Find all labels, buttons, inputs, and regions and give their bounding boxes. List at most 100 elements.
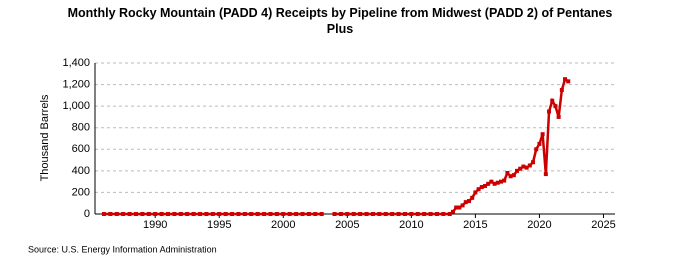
point [198, 212, 203, 216]
point [499, 179, 504, 184]
chart-title: Monthly Rocky Mountain (PADD 4) Receipts… [67, 6, 613, 36]
y-tick-label: 0 [84, 208, 90, 220]
point [101, 212, 106, 216]
point [230, 212, 235, 216]
point [505, 171, 510, 176]
point [483, 183, 487, 188]
point [172, 212, 177, 216]
point [502, 178, 507, 183]
point [524, 165, 529, 170]
point [313, 212, 318, 216]
point [217, 212, 222, 216]
x-tick-label: 2000 [271, 219, 295, 231]
point [114, 212, 119, 216]
point [210, 212, 215, 216]
point [563, 77, 568, 82]
point [486, 181, 491, 186]
point [511, 173, 516, 178]
x-tick-label: 1995 [207, 219, 231, 231]
point [492, 181, 497, 186]
point [450, 209, 455, 214]
x-tick-label: 2015 [463, 219, 487, 231]
y-tick-label: 800 [72, 122, 90, 134]
y-tick-label: 1,200 [62, 78, 90, 90]
point [242, 212, 247, 216]
point [556, 114, 561, 119]
point [153, 212, 158, 216]
point [531, 160, 536, 165]
point [185, 212, 190, 216]
point [550, 98, 555, 103]
point [454, 205, 459, 210]
y-tick-label: 200 [72, 186, 90, 198]
point [319, 212, 324, 216]
point [338, 212, 343, 216]
point [402, 212, 407, 216]
point [422, 212, 427, 216]
point [383, 212, 388, 216]
point [262, 212, 267, 216]
point [434, 212, 439, 216]
point [518, 166, 523, 171]
point [249, 212, 254, 216]
point [204, 212, 209, 216]
point [166, 212, 171, 216]
point [351, 212, 356, 216]
point [281, 212, 286, 216]
point [268, 212, 273, 216]
point [473, 190, 478, 195]
point [441, 212, 446, 216]
point [537, 141, 542, 146]
point [543, 172, 548, 177]
point [495, 180, 500, 185]
point [559, 87, 564, 92]
point [345, 212, 350, 216]
point [534, 147, 539, 152]
point [274, 212, 279, 216]
x-tick-label: 2010 [399, 219, 423, 231]
x-tick-label: 2020 [527, 219, 551, 231]
point [377, 212, 382, 216]
point [370, 212, 375, 216]
point [396, 212, 401, 216]
point [294, 212, 299, 216]
point [428, 212, 433, 216]
point [527, 163, 532, 168]
point [364, 212, 369, 216]
point [127, 212, 132, 216]
point [108, 212, 113, 216]
point [159, 212, 164, 216]
point [463, 200, 468, 205]
point [140, 212, 145, 216]
y-tick-label: 400 [72, 165, 90, 177]
point [191, 212, 196, 216]
source: Source: U.S. Energy Information Administ… [28, 244, 217, 254]
point [133, 212, 138, 216]
y-tick-label: 1,000 [62, 100, 90, 112]
point [390, 212, 395, 216]
point [515, 168, 520, 173]
point [236, 212, 241, 216]
point [306, 212, 311, 216]
point [287, 212, 292, 216]
x-tick-label: 1990 [143, 219, 167, 231]
x-tick-label: 2005 [335, 219, 359, 231]
point [466, 199, 471, 204]
point [415, 212, 420, 216]
point [178, 212, 183, 216]
point [479, 185, 484, 190]
point [521, 164, 526, 169]
point [489, 179, 494, 184]
point [409, 212, 414, 216]
point [508, 174, 513, 179]
point [476, 187, 481, 192]
series-line [103, 77, 569, 216]
y-tick-label: 600 [72, 143, 90, 155]
point [566, 79, 571, 84]
point [255, 212, 260, 216]
point [540, 132, 545, 137]
point [223, 212, 228, 216]
point [300, 212, 305, 216]
x-tick-label: 2025 [591, 219, 615, 231]
